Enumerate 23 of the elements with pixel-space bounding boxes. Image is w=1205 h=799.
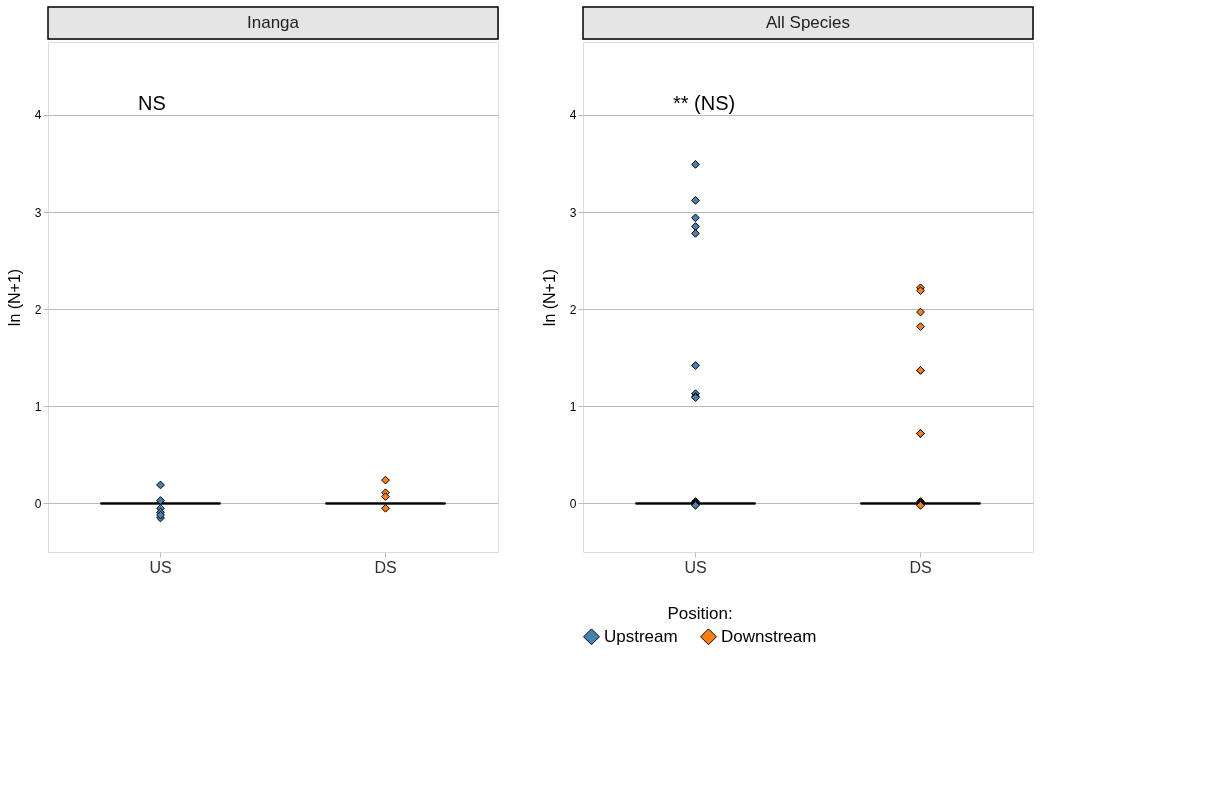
y-tick-label: 2: [34, 302, 42, 317]
annotation: NS: [138, 92, 166, 114]
x-tick-label: DS: [374, 558, 397, 576]
chart-title: All Species: [765, 13, 851, 32]
x-tick-label: US: [149, 558, 172, 576]
x-tick-label: US: [684, 558, 707, 576]
y-tick-label: 3: [34, 205, 42, 220]
y-axis-title: ln (N+1): [540, 268, 558, 327]
y-tick-label: 2: [569, 302, 577, 317]
y-tick-label: 0: [34, 496, 42, 511]
legend-label: Upstream: [604, 626, 678, 646]
y-tick-label: 3: [569, 205, 577, 220]
x-tick-label: DS: [909, 558, 932, 576]
annotation: ** (NS): [673, 92, 736, 114]
y-tick-label: 0: [569, 496, 577, 511]
legend-title: Position:: [667, 604, 733, 623]
y-tick-label: 4: [34, 108, 42, 123]
chart-title: Inanga: [247, 13, 300, 32]
y-tick-label: 1: [34, 399, 42, 414]
y-axis-title: ln (N+1): [5, 268, 23, 327]
y-tick-label: 1: [569, 399, 577, 414]
legend-label: Downstream: [721, 626, 817, 646]
y-tick-label: 4: [569, 108, 577, 123]
